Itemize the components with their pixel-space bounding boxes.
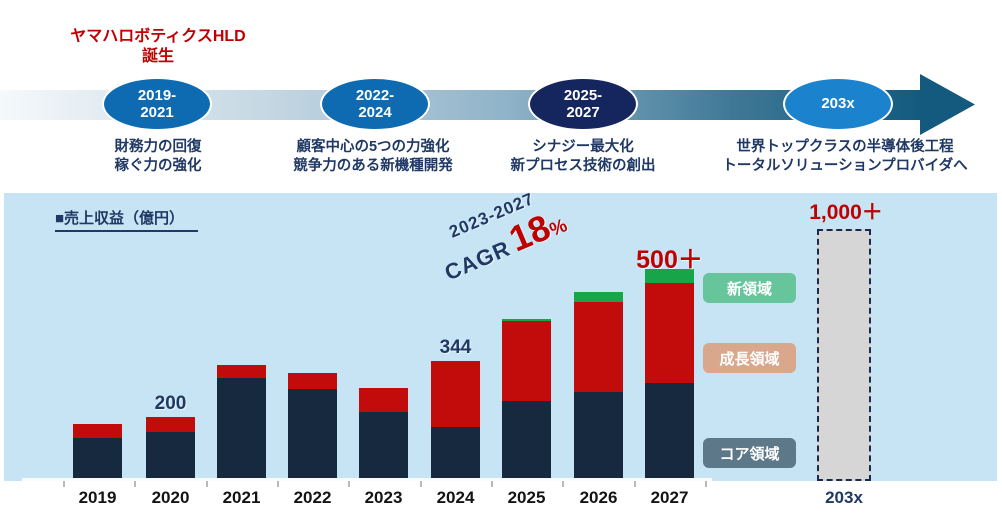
x-axis-tick — [491, 481, 493, 487]
timeline-period-label: 2019- 2021 — [137, 86, 177, 121]
bar-2019 — [73, 424, 122, 480]
x-axis-tick — [348, 481, 350, 487]
phase-description-4: 世界トップクラスの半導体後工程 トータルソリューションプロバイダへ — [722, 139, 968, 174]
x-axis-tick — [705, 481, 707, 487]
x-axis-label-2020: 2020 — [151, 488, 190, 507]
x-axis-tick — [134, 481, 136, 487]
x-axis-label-2022: 2022 — [293, 488, 332, 507]
x-axis-tick — [420, 481, 422, 487]
x-axis-label-2019: 2019 — [78, 488, 117, 507]
x-axis-label-203x: 203x — [825, 488, 863, 507]
segment-growth-area-2019 — [73, 424, 122, 438]
bar-value-label-2020: 200 — [154, 393, 187, 414]
segment-core-area-2024 — [431, 427, 480, 480]
segment-growth-area-2026 — [574, 302, 623, 392]
x-axis-tick — [562, 481, 564, 487]
segment-growth-area-2024 — [431, 361, 480, 427]
segment-growth-area-2022 — [288, 373, 337, 389]
phase-description-3: シナジー最大化 新プロセス技術の創出 — [510, 139, 656, 174]
segment-core-area-2019 — [73, 438, 122, 480]
segment-growth-area-2023 — [359, 388, 408, 412]
x-axis-tick — [63, 481, 65, 487]
x-axis-tick — [277, 481, 279, 487]
bar-2026 — [574, 292, 623, 480]
company-title: ヤマハロボティクスHLD 誕生 — [48, 27, 268, 67]
x-axis-line — [22, 478, 712, 481]
bar-2027 — [645, 269, 694, 480]
segment-core-area-2021 — [217, 378, 266, 480]
legend-item-3: コア領域 — [703, 438, 796, 468]
chart-title: ■売上収益（億円） — [55, 207, 199, 232]
phase-description-2: 顧客中心の5つの力強化 競争力のある新機種開発 — [293, 139, 453, 174]
legend-item-2: 成長領域 — [703, 343, 796, 373]
x-axis-label-2026: 2026 — [579, 488, 618, 507]
x-axis-tick — [634, 481, 636, 487]
x-axis-label-2025: 2025 — [507, 488, 546, 507]
x-axis-tick — [206, 481, 208, 487]
bar-2025 — [502, 319, 551, 480]
segment-core-area-2023 — [359, 412, 408, 480]
segment-core-area-2022 — [288, 389, 337, 480]
timeline-period-label: 2025- 2027 — [563, 86, 603, 121]
segment-core-area-2026 — [574, 392, 623, 480]
x-axis-label-2024: 2024 — [436, 488, 475, 507]
segment-core-area-2027 — [645, 383, 694, 480]
company-title-line1: ヤマハロボティクスHLD — [70, 28, 246, 45]
timeline-ellipse-1: 2019- 2021 — [102, 77, 212, 131]
bar-2022 — [288, 373, 337, 480]
segment-new-area-2026 — [574, 292, 623, 302]
segment-growth-area-2021 — [217, 365, 266, 378]
timeline-ellipse-2: 2022- 2024 — [320, 77, 430, 131]
segment-core-area-2025 — [502, 401, 551, 480]
bar-2024 — [431, 361, 480, 480]
x-axis-label-2021: 2021 — [222, 488, 261, 507]
segment-growth-area-2020 — [146, 417, 195, 432]
bar-2021 — [217, 365, 266, 480]
timeline-ellipse-4: 203x — [783, 77, 893, 131]
bar-2020 — [146, 417, 195, 480]
bar-value-label-2027: 500＋ — [636, 246, 703, 274]
phase-description-1: 財務力の回復 稼ぐ力の強化 — [114, 139, 202, 174]
x-axis-label-2027: 2027 — [650, 488, 689, 507]
target-bar-203x — [817, 229, 871, 481]
segment-new-area-2027 — [645, 269, 694, 283]
bar-2023 — [359, 388, 408, 480]
company-title-line2: 誕生 — [141, 48, 174, 65]
legend-item-1: 新領域 — [703, 273, 796, 303]
segment-growth-area-2027 — [645, 283, 694, 383]
timeline-ellipse-3: 2025- 2027 — [528, 77, 638, 131]
bar-value-label-2024: 344 — [439, 337, 472, 358]
segment-core-area-2020 — [146, 432, 195, 480]
segment-growth-area-2025 — [502, 321, 551, 401]
segment-new-area-2025 — [502, 319, 551, 321]
timeline-period-label: 2022- 2024 — [355, 86, 395, 121]
target-value-label: 1,000＋ — [809, 201, 883, 224]
x-axis-label-2023: 2023 — [364, 488, 403, 507]
timeline-period-label: 203x — [821, 95, 855, 113]
timeline-phases: 2019- 2021 財務力の回復 稼ぐ力の強化 2022- 2024 顧客中心の5つ… — [0, 0, 1002, 190]
